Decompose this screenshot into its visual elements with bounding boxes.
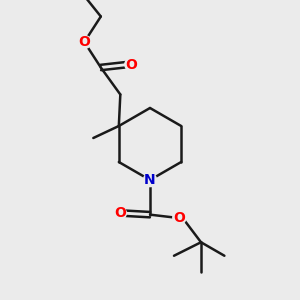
Circle shape — [143, 173, 157, 187]
Text: O: O — [78, 35, 90, 49]
Text: O: O — [114, 206, 126, 220]
Circle shape — [78, 35, 91, 49]
Circle shape — [125, 58, 138, 71]
Circle shape — [113, 206, 126, 220]
Text: N: N — [144, 173, 156, 187]
Text: O: O — [173, 211, 185, 225]
Circle shape — [173, 211, 186, 224]
Text: O: O — [125, 58, 137, 71]
